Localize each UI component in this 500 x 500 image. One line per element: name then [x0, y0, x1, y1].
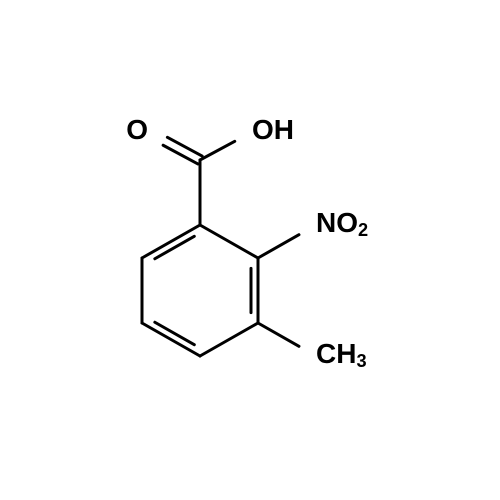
- bond: [200, 323, 258, 356]
- bond: [142, 323, 200, 356]
- atom-label-n1: NO2: [316, 207, 368, 240]
- bond: [142, 225, 200, 258]
- bond: [167, 137, 202, 156]
- bond: [258, 235, 299, 258]
- atom-label-c8: CH3: [316, 338, 367, 371]
- atom-label-o2: OH: [252, 114, 294, 145]
- bond: [200, 225, 258, 258]
- bond: [163, 145, 198, 164]
- chemical-structure: O OH NO2 CH3: [0, 0, 500, 500]
- bond: [200, 141, 235, 160]
- bond: [258, 323, 299, 346]
- atom-label-o1: O: [126, 114, 148, 145]
